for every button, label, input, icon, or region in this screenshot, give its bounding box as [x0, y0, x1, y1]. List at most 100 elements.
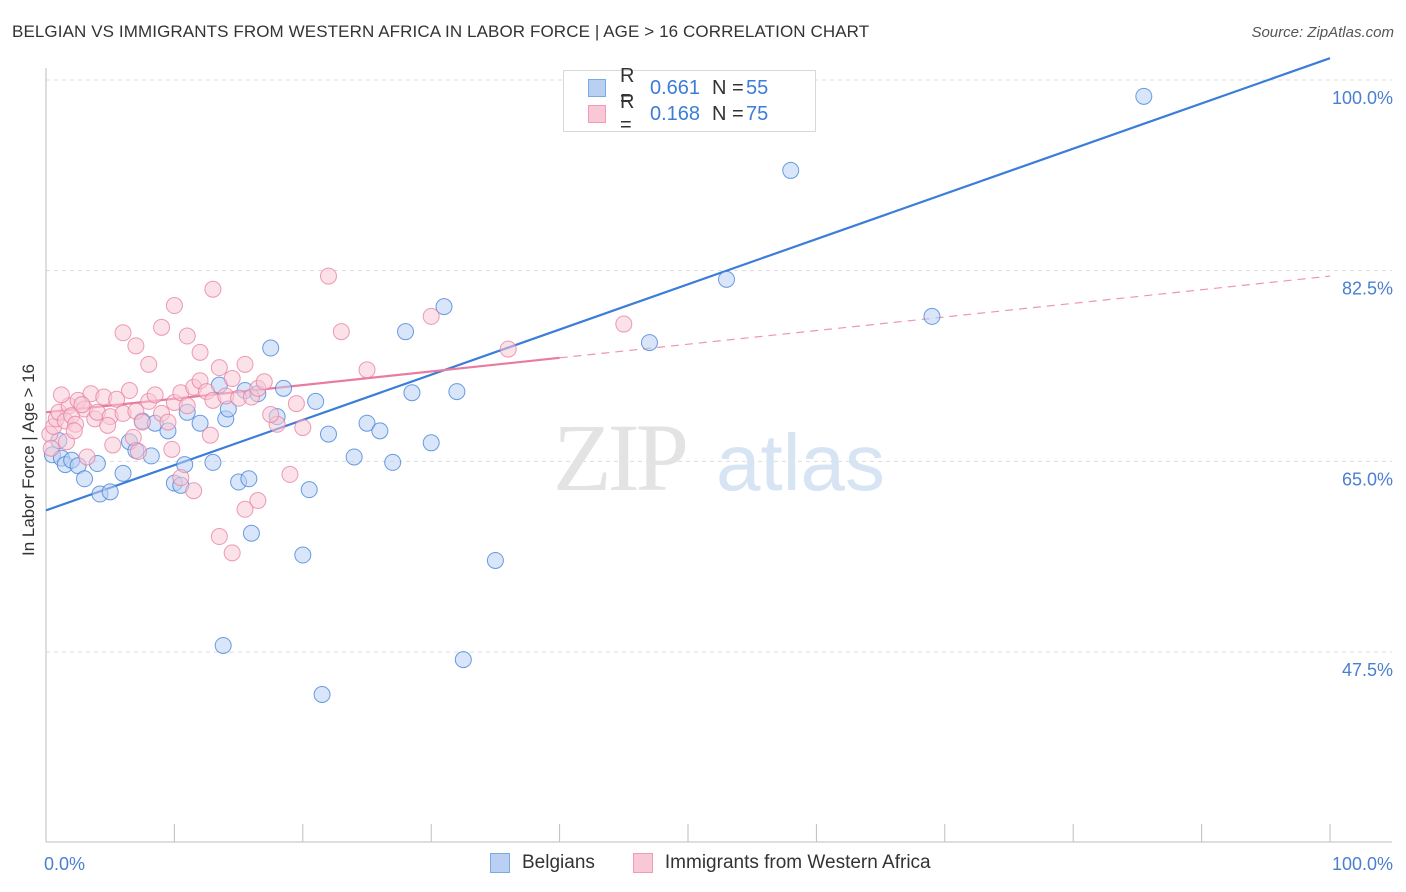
- point-belgians: [384, 453, 402, 471]
- correlation-legend: R = 0.661 N = 55 R = 0.168 N = 75: [563, 65, 816, 136]
- y-tick-label: 65.0%: [1342, 469, 1393, 489]
- point-immigrants: [236, 355, 254, 373]
- point-immigrants: [294, 419, 312, 437]
- point-belgians: [275, 379, 293, 397]
- point-immigrants: [120, 382, 138, 400]
- point-belgians: [76, 470, 94, 488]
- point-belgians: [240, 470, 258, 488]
- point-belgians: [242, 524, 260, 542]
- trend-belgians: [45, 57, 1331, 512]
- point-immigrants: [210, 528, 228, 546]
- point-belgians: [718, 270, 736, 288]
- point-belgians: [923, 307, 941, 325]
- point-immigrants: [127, 337, 145, 355]
- legend-r-label: R =: [620, 91, 635, 136]
- point-belgians: [397, 323, 415, 341]
- point-belgians: [454, 651, 472, 669]
- point-immigrants: [201, 426, 219, 444]
- point-belgians: [358, 414, 376, 432]
- point-immigrants: [223, 370, 241, 388]
- legend-swatch-belgians: [490, 853, 510, 873]
- point-belgians: [486, 551, 504, 569]
- point-immigrants: [204, 280, 222, 298]
- legend-row-immigrants: R = 0.168 N = 75: [588, 91, 768, 136]
- legend-n-label: N =: [712, 102, 744, 125]
- trend-immigrants: [45, 356, 560, 414]
- legend-label-belgians: Belgians: [522, 852, 595, 873]
- point-belgians: [435, 298, 453, 316]
- point-belgians: [307, 392, 325, 410]
- legend-n-value: 55: [746, 76, 769, 99]
- point-immigrants: [223, 544, 241, 562]
- y-tick-labels: 47.5% 65.0% 82.5% 100.0%: [1332, 88, 1393, 680]
- point-immigrants: [52, 386, 70, 404]
- trend-immigrants-extension: [559, 275, 1331, 359]
- x-tick-label: 0.0%: [44, 854, 85, 874]
- point-immigrants: [165, 297, 183, 315]
- point-immigrants: [124, 428, 142, 446]
- point-immigrants: [78, 448, 96, 466]
- y-tick-label: 82.5%: [1342, 279, 1393, 299]
- legend-row-belgians: R = 0.661 N = 55: [588, 65, 769, 110]
- point-immigrants: [191, 343, 209, 361]
- point-immigrants: [210, 359, 228, 377]
- point-belgians: [191, 414, 209, 432]
- source-label: Source: ZipAtlas.com: [1251, 24, 1394, 41]
- legend-r-value: 0.661: [650, 76, 701, 99]
- point-immigrants: [287, 395, 305, 413]
- watermark-atlas: atlas: [716, 418, 885, 507]
- y-axis-label: In Labor Force | Age > 16: [19, 364, 38, 556]
- point-immigrants: [146, 386, 164, 404]
- watermark-zip: ZIP: [553, 404, 686, 511]
- point-belgians: [422, 434, 440, 452]
- legend-swatch-immigrants: [632, 853, 653, 873]
- series-legend: Belgians Immigrants from Western Africa: [490, 852, 969, 874]
- point-belgians: [1135, 87, 1153, 105]
- grid-lines: [46, 79, 1392, 653]
- point-immigrants: [133, 413, 151, 431]
- point-immigrants: [65, 422, 83, 440]
- point-immigrants: [332, 323, 350, 341]
- point-immigrants: [422, 307, 440, 325]
- point-immigrants: [358, 361, 376, 379]
- point-belgians: [262, 339, 280, 357]
- point-immigrants: [615, 315, 633, 333]
- point-belgians: [114, 464, 132, 482]
- legend-n-label: N =: [712, 76, 744, 99]
- point-belgians: [345, 448, 363, 466]
- chart-title: BELGIAN VS IMMIGRANTS FROM WESTERN AFRIC…: [12, 22, 870, 41]
- point-belgians: [214, 636, 232, 654]
- point-immigrants: [99, 416, 117, 434]
- legend-r-value: 0.168: [650, 102, 701, 125]
- legend-swatch-belgians: [588, 79, 606, 97]
- point-immigrants: [185, 482, 203, 500]
- legend-item-belgians[interactable]: Belgians: [490, 852, 595, 874]
- point-immigrants: [104, 436, 122, 454]
- point-immigrants: [129, 443, 147, 461]
- x-tick-labels: 0.0% 100.0%: [44, 854, 1393, 874]
- point-immigrants: [319, 267, 337, 285]
- point-immigrants: [249, 492, 267, 510]
- data-points: [41, 87, 1153, 703]
- point-belgians: [782, 161, 800, 179]
- point-immigrants: [159, 413, 177, 431]
- legend-swatch-immigrants: [588, 105, 606, 123]
- trend-lines: [45, 57, 1331, 512]
- legend-r-label: R =: [620, 65, 635, 110]
- point-immigrants: [140, 355, 158, 373]
- point-belgians: [204, 453, 222, 471]
- point-belgians: [313, 685, 331, 703]
- point-immigrants: [178, 327, 196, 345]
- point-immigrants: [114, 324, 132, 342]
- point-immigrants: [281, 465, 299, 483]
- point-immigrants: [163, 440, 181, 458]
- legend-item-immigrants[interactable]: Immigrants from Western Africa: [632, 852, 931, 874]
- point-belgians: [319, 425, 337, 443]
- point-belgians: [403, 384, 421, 402]
- point-immigrants: [73, 396, 91, 414]
- point-belgians: [371, 422, 389, 440]
- point-immigrants: [178, 397, 196, 415]
- point-immigrants: [262, 405, 280, 423]
- point-belgians: [448, 383, 466, 401]
